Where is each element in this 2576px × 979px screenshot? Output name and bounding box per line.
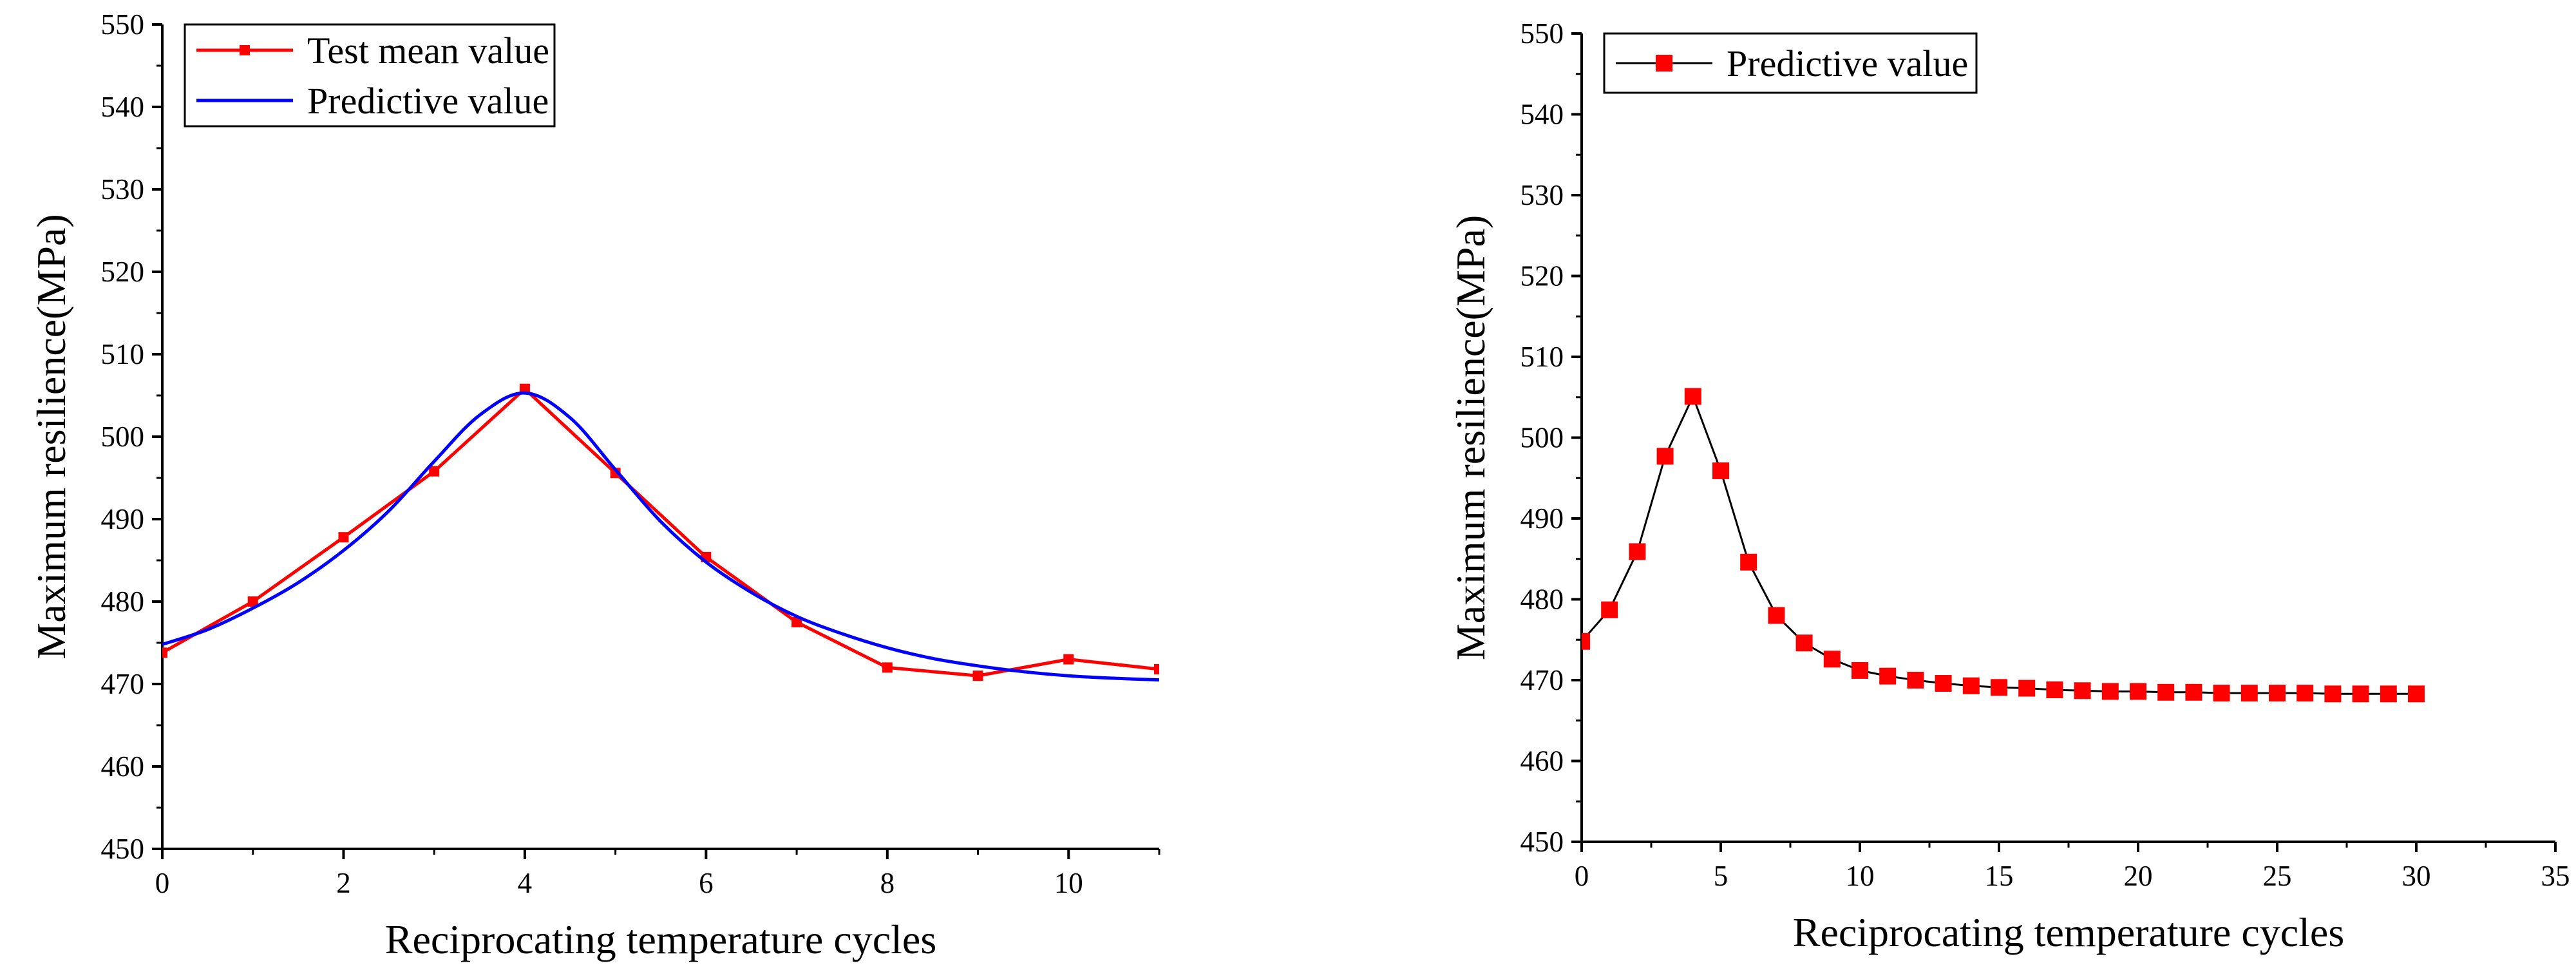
data-point (2157, 683, 2175, 701)
x-tick-label: 0 (155, 867, 170, 899)
x-axis-title: Reciprocating temperature cycles (385, 917, 936, 962)
x-tick-label: 8 (880, 867, 895, 899)
x-tick-label: 30 (2402, 860, 2431, 892)
data-point (2297, 685, 2314, 702)
y-axis-title: Maximum resilience(MPa) (1448, 215, 1493, 660)
legend-swatch-marker (1656, 55, 1672, 71)
data-point (1712, 462, 1729, 479)
y-tick-label: 530 (101, 173, 145, 205)
legend-label: Predictive value (307, 80, 549, 122)
data-point (2130, 683, 2146, 700)
y-tick-label: 500 (101, 421, 145, 453)
data-point (429, 466, 440, 477)
x-tick-label: 25 (2263, 860, 2292, 892)
data-point (1740, 553, 1757, 571)
y-tick-label: 460 (1520, 745, 1564, 777)
data-point (972, 670, 983, 681)
y-tick-label: 500 (1520, 422, 1564, 454)
data-point (1063, 654, 1074, 665)
x-tick-label: 0 (1575, 860, 1589, 892)
series-2 (162, 391, 1159, 682)
data-point (1768, 607, 1785, 624)
y-tick-label: 510 (101, 338, 145, 370)
y-tick-label: 510 (1520, 341, 1564, 373)
x-tick-label: 20 (2124, 860, 2153, 892)
y-tick-label: 530 (1520, 179, 1564, 211)
data-point (1656, 448, 1674, 465)
data-point (1601, 601, 1618, 618)
data-point (2018, 680, 2036, 697)
x-tick-label: 10 (1846, 860, 1875, 892)
y-tick-label: 550 (1520, 17, 1564, 50)
y-tick-label: 480 (1520, 584, 1564, 616)
data-point (1852, 661, 1868, 679)
x-tick-label: 15 (1985, 860, 2014, 892)
legend-label: Predictive value (1727, 43, 1968, 84)
data-point (247, 596, 258, 607)
data-point (162, 647, 167, 658)
y-axis-title: Maximum resilience(MPa) (28, 214, 74, 659)
data-point (2408, 685, 2425, 703)
data-point (1795, 634, 1813, 652)
legend-label: Test mean value (307, 30, 549, 71)
y-tick-label: 470 (101, 668, 145, 700)
data-point (1879, 667, 1897, 685)
data-point (791, 617, 802, 627)
data-point (1823, 651, 1841, 668)
y-tick-label: 470 (1520, 664, 1564, 696)
series-1 (1582, 388, 2425, 703)
x-tick-label: 6 (699, 867, 714, 899)
data-point (338, 532, 349, 543)
data-point (1629, 543, 1646, 560)
data-point (1962, 677, 1980, 694)
data-point (1907, 672, 1924, 689)
x-tick-label: 10 (1054, 867, 1083, 899)
data-point (2213, 685, 2230, 702)
legend-swatch-marker (240, 45, 250, 55)
y-tick-label: 520 (101, 256, 145, 288)
x-tick-label: 4 (518, 867, 533, 899)
y-tick-label: 540 (101, 91, 145, 123)
y-tick-label: 450 (1520, 826, 1564, 858)
y-tick-label: 490 (1520, 502, 1564, 535)
data-point (1154, 663, 1159, 674)
data-point (2269, 685, 2286, 702)
data-point (2101, 683, 2119, 700)
x-tick-label: 5 (1714, 860, 1728, 892)
data-point (2324, 685, 2342, 703)
y-tick-label: 460 (101, 750, 145, 783)
y-tick-label: 490 (101, 503, 145, 535)
data-point (1991, 679, 2007, 696)
data-point (2185, 683, 2202, 701)
y-tick-label: 450 (101, 833, 145, 865)
legend-box (184, 23, 556, 128)
y-tick-label: 480 (101, 585, 145, 618)
y-tick-label: 540 (1520, 99, 1564, 131)
data-point (2352, 685, 2369, 703)
series-line (1582, 394, 2416, 695)
y-tick-label: 550 (101, 8, 145, 41)
y-tick-label: 520 (1520, 260, 1564, 292)
series-1 (162, 383, 1159, 681)
x-tick-label: 2 (336, 867, 351, 899)
data-point (882, 662, 893, 673)
data-point (2380, 685, 2397, 703)
data-point (1582, 632, 1590, 650)
chart-1: 450 460 470 480 490 500 510 520 530 540 550 0 2 4 6 8 10… (28, 8, 1160, 962)
data-point (2046, 681, 2063, 699)
data-point (2074, 682, 2091, 699)
data-point (1935, 675, 1952, 692)
x-axis-title: Reciprocating temperature cycles (1793, 909, 2344, 955)
data-point (2240, 685, 2258, 702)
series-line (162, 391, 1159, 682)
series-line (162, 386, 1159, 678)
x-tick-label: 35 (2541, 860, 2570, 892)
data-point (1684, 388, 1701, 405)
